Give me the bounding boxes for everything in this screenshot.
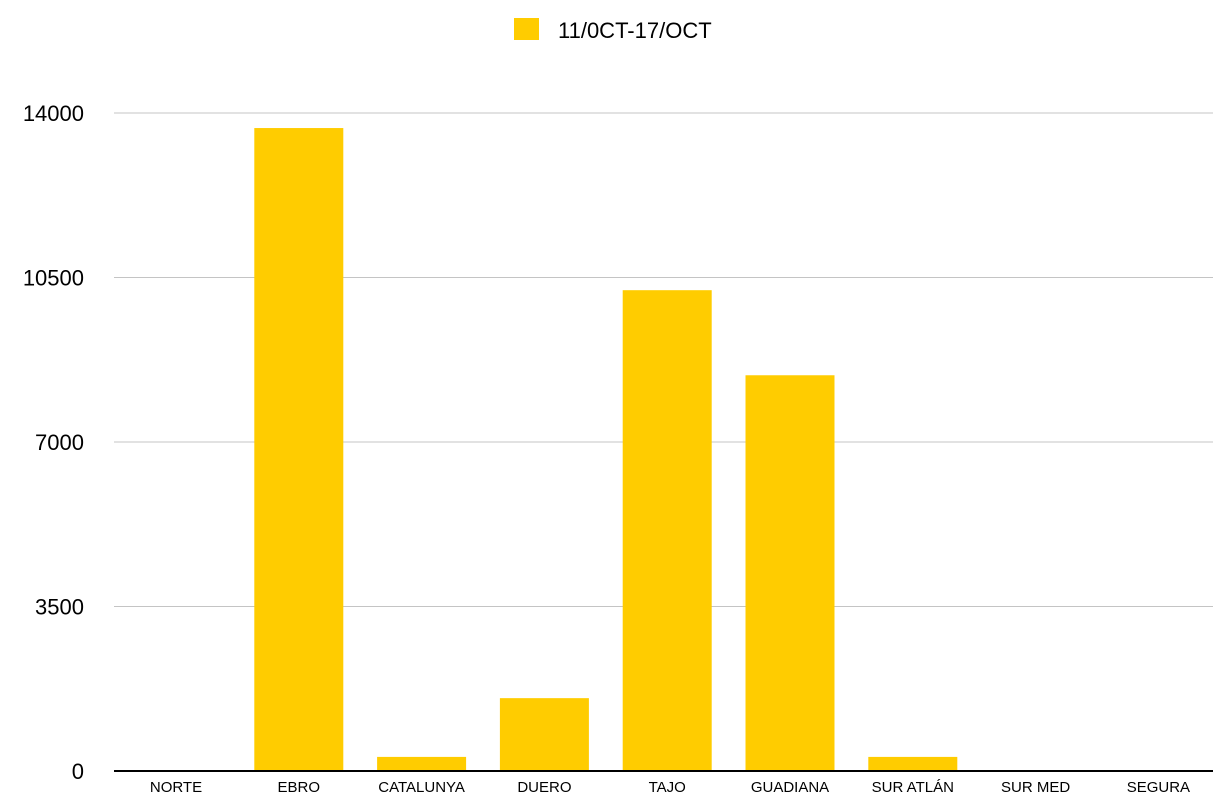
legend: 11/0CT-17/OCT: [514, 18, 712, 43]
bar-duero: [499, 698, 589, 771]
x-tick-label: TAJO: [649, 779, 686, 796]
x-tick-label: GUADIANA: [751, 779, 829, 796]
x-tick-label: SUR ATLÁN: [872, 779, 954, 796]
legend-swatch: [514, 18, 539, 40]
y-tick-label: 0: [72, 759, 84, 784]
x-tick-label: EBRO: [278, 779, 321, 796]
y-tick-label: 7000: [35, 430, 84, 455]
x-tick-label: SEGURA: [1127, 779, 1190, 796]
x-tick-label: CATALUNYA: [378, 779, 465, 796]
bars: [254, 128, 958, 772]
y-axis-ticks: 0 3500 7000 10500 14000: [23, 101, 84, 784]
y-tick-label: 10500: [23, 266, 84, 291]
bar-sur-atlán: [868, 756, 958, 771]
x-tick-label: NORTE: [150, 779, 202, 796]
x-axis-ticks: NORTE EBRO CATALUNYA DUERO TAJO GUADIANA SUR A…: [150, 779, 1190, 796]
bar-ebro: [254, 128, 344, 772]
bar-catalunya: [377, 756, 467, 771]
x-tick-label: SUR MED: [1001, 779, 1070, 796]
legend-label-series-1: 11/0CT-17/OCT: [558, 18, 712, 43]
bar-guadiana: [745, 375, 835, 771]
x-tick-label: DUERO: [517, 779, 571, 796]
y-tick-label: 3500: [35, 595, 84, 620]
y-tick-label: 14000: [23, 101, 84, 126]
bar-tajo: [622, 290, 712, 771]
